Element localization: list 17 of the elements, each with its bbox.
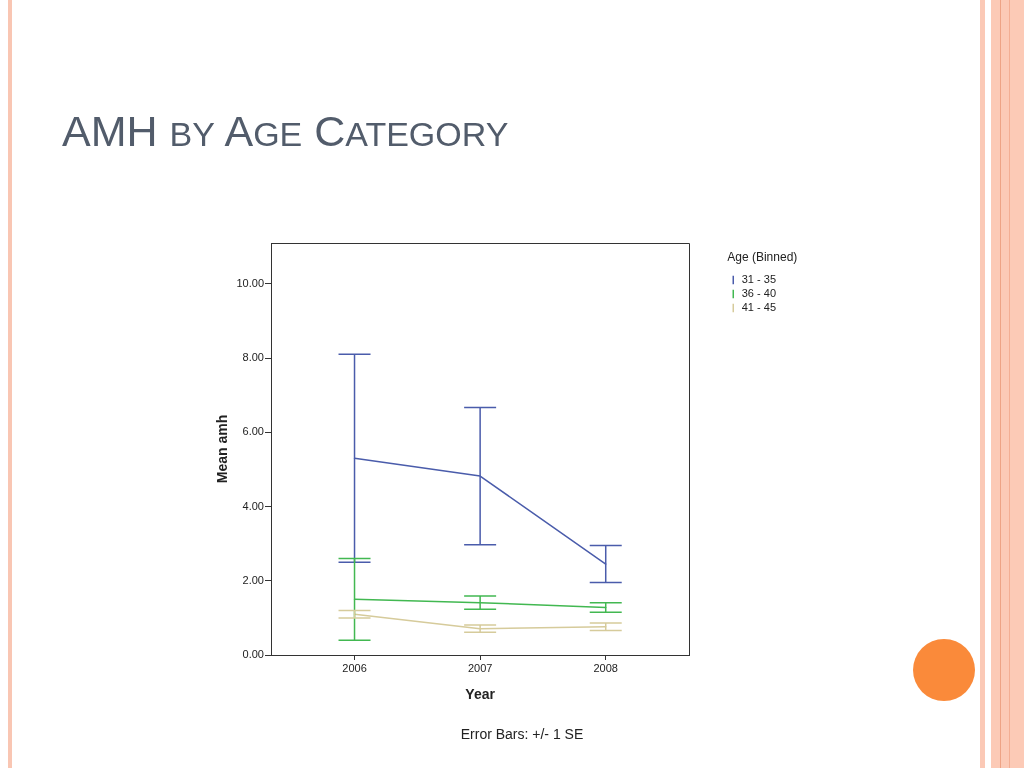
- y-tick-label: 8.00: [242, 351, 264, 364]
- x-tick-label: 2007: [467, 661, 493, 674]
- legend-label: 41 - 45: [741, 300, 776, 313]
- x-tick-label: 2006: [342, 661, 367, 674]
- y-tick-label: 10.00: [236, 276, 264, 289]
- y-tick-label: 6.00: [242, 425, 264, 438]
- x-axis-title: Year: [465, 686, 496, 703]
- text: Error Bars: +/- 1 SE: [459, 726, 585, 743]
- y-tick-label: 0.00: [242, 648, 264, 661]
- y-tick-label: 4.00: [242, 499, 264, 512]
- y-axis-title: Mean amh: [214, 414, 231, 484]
- chart-title: AMH by Age Category: [62, 102, 509, 156]
- legend-label: 31 - 35: [741, 272, 776, 285]
- legend-label: 36 - 40: [741, 286, 776, 299]
- legend-title: Age (Binned): [727, 250, 798, 265]
- x-tick-label: 2008: [593, 661, 618, 674]
- y-tick-label: 2.00: [242, 573, 264, 586]
